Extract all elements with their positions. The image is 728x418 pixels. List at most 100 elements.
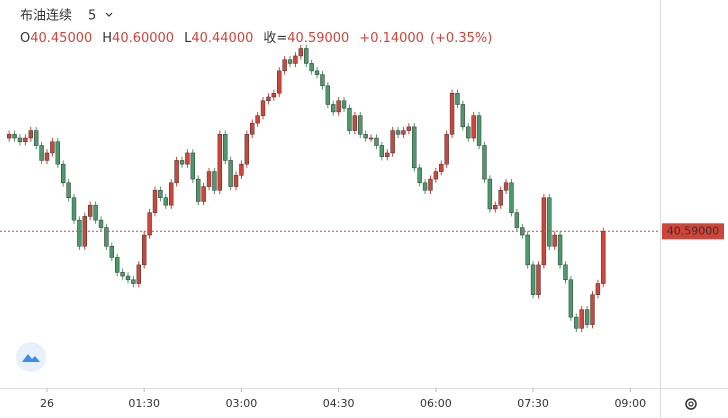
candle-body [557,234,563,266]
candle-body [158,190,163,198]
candle-body [12,134,17,139]
candle-body [179,160,185,165]
candle-body [498,190,503,206]
candle-body [282,59,287,72]
candle-body [77,219,82,247]
candle-body [147,212,152,236]
last-price-tag [662,223,724,240]
candle-body [525,234,530,266]
candle-body [422,182,428,191]
candle-body [152,190,158,213]
candle-body [169,182,174,206]
candle-body [44,152,50,161]
candle-body [358,115,363,135]
candle-body [163,197,169,206]
candle-body [217,134,223,191]
candle-body [212,171,217,191]
candle-body [239,163,244,176]
candle-body [320,74,325,87]
candle-body [460,104,466,128]
candle-body [115,257,120,273]
candle-body [530,264,536,295]
candle-body [271,93,277,98]
candle-body [309,63,314,72]
legend-key: O [20,31,30,46]
legend-value: 40.60000 [112,31,174,46]
candle-body [174,160,179,184]
candle-body [314,70,320,75]
candle-body [233,175,239,187]
candle-body [406,126,412,131]
candle-body [552,234,557,247]
candle-body [93,204,98,221]
candle-body [17,137,23,143]
logo-mark[interactable] [22,354,40,362]
x-tick-label: 09:00 [614,397,646,410]
settings-icon[interactable] [685,398,697,410]
candle-body [374,137,379,146]
candle-body [28,130,33,139]
candle-body [98,219,104,228]
chevron[interactable] [105,12,113,17]
candle-body [104,227,109,247]
x-tick-label: 07:30 [517,397,549,410]
candle-body [120,272,125,277]
candle-body [476,115,482,146]
x-tick-label: 03:00 [226,397,258,410]
candle-body [206,171,212,187]
legend-value: 40.44000 [191,31,253,46]
ohlc-values: O40.45000 H40.60000 L40.44000 收=40.59000 +0.… [20,31,492,46]
candle-body [336,100,341,113]
candle-body [579,309,584,329]
x-tick-label: 04:30 [323,397,355,410]
candle-body [88,204,93,217]
candle-body [255,115,260,124]
candle-body [185,152,190,165]
plot [6,44,606,333]
candle-body [379,145,385,157]
candle-body [563,264,568,281]
gear[interactable] [685,398,697,410]
candle-body [196,178,201,202]
candle-body [514,212,520,228]
candle-body [190,152,196,180]
x-tick-label: 26 [40,397,54,410]
candle-body [471,115,476,139]
candle-body [417,167,422,184]
candle-body [482,145,487,180]
logo-circle[interactable] [16,342,46,372]
candle-body [6,134,12,139]
candle-body [449,93,455,135]
candle-body [390,130,395,154]
candle-body [136,264,141,284]
last-price-label: 40.59000 [667,224,720,237]
candle-body [466,126,471,139]
interval[interactable]: 5 [88,9,96,24]
candle-body [55,141,60,165]
candle-body [455,93,460,105]
candle-body [363,134,368,139]
x-tick-label: 06:00 [420,397,452,410]
candle-body [125,275,131,281]
candle-body [536,264,541,295]
legend-key: L [184,31,192,46]
candle-body [250,122,255,135]
candle-body [601,231,606,284]
candle-body [223,134,228,161]
candle-body [385,152,390,157]
candle-body [287,59,293,64]
symbol-title[interactable]: 布油连续 [20,8,72,24]
candle-body [547,197,552,247]
change: +0.14000 [359,31,424,46]
candle-body [433,171,439,180]
candle-body [260,100,266,116]
gear-hub[interactable] [688,401,694,407]
candle-body [568,279,574,318]
candle-body [428,178,433,191]
legend-value: 40.59000 [287,31,349,46]
logo[interactable] [16,342,46,372]
candle-body [444,134,449,165]
candle-body [228,160,233,187]
